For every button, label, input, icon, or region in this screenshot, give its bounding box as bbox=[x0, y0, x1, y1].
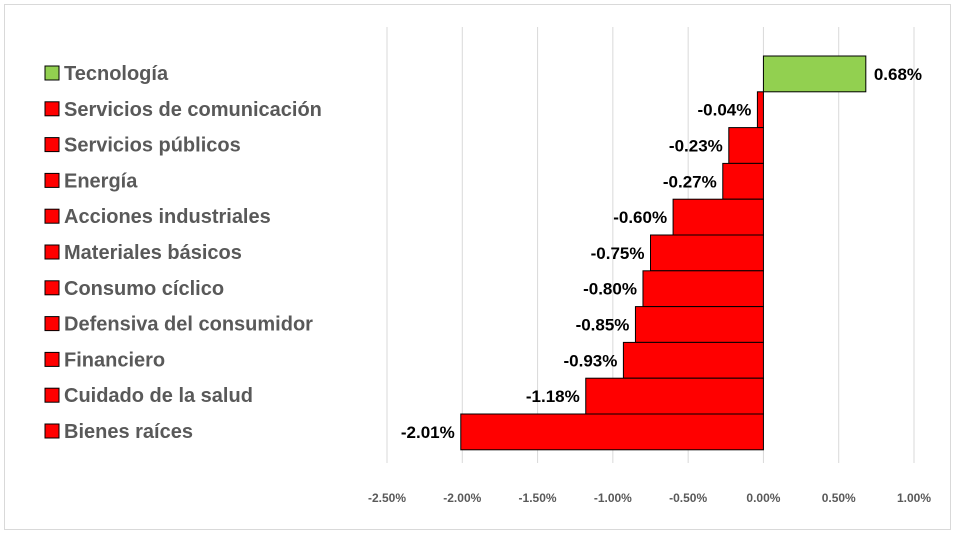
bar bbox=[728, 127, 764, 164]
x-tick-label: -2.00% bbox=[443, 491, 481, 505]
bar-value-label: -1.18% bbox=[526, 387, 580, 406]
bar bbox=[756, 91, 764, 129]
bar-value-label: -0.04% bbox=[698, 101, 752, 120]
legend-label: Tecnología bbox=[64, 63, 169, 85]
legend-label: Bienes raíces bbox=[64, 421, 193, 443]
bar-value-label: 0.68% bbox=[874, 65, 922, 84]
bar bbox=[762, 55, 867, 93]
x-tick-label: -0.50% bbox=[669, 491, 707, 505]
bar-value-label: -0.23% bbox=[669, 137, 723, 156]
legend-swatch bbox=[44, 137, 60, 153]
bar-value-label: -0.93% bbox=[564, 351, 618, 370]
bar bbox=[722, 162, 764, 200]
bar-value-label: -0.85% bbox=[576, 316, 630, 335]
legend-swatch bbox=[44, 316, 60, 332]
legend-swatch bbox=[44, 387, 60, 403]
legend-label: Acciones industriales bbox=[64, 206, 271, 228]
legend-label: Servicios de comunicación bbox=[64, 99, 322, 121]
x-axis-ticks: -2.50% -2.00% -1.50% -1.00% -0.50% 0.00% 0.50%… bbox=[368, 491, 931, 505]
bar-value-label: -0.80% bbox=[583, 280, 637, 299]
x-tick-label: 0.50% bbox=[822, 491, 856, 505]
legend-label: Defensiva del consumidor bbox=[64, 314, 313, 336]
x-tick-label: -1.00% bbox=[594, 491, 632, 505]
legend-label: Servicios públicos bbox=[64, 135, 241, 157]
legend-swatch bbox=[44, 280, 60, 296]
legend-label: Cuidado de la salud bbox=[64, 385, 253, 407]
bar-value-label: -0.27% bbox=[663, 172, 717, 191]
bar bbox=[460, 413, 764, 451]
legend: Tecnología Servicios de comunicación Servi… bbox=[44, 63, 322, 443]
bar bbox=[585, 377, 764, 415]
legend-swatch bbox=[44, 423, 60, 439]
legend-label: Materiales básicos bbox=[64, 242, 242, 264]
data-labels: 0.68% -0.04% -0.23% -0.27% -0.60% -0.75% -0.80… bbox=[401, 65, 922, 442]
bar bbox=[642, 270, 764, 308]
x-tick-label: 1.00% bbox=[897, 491, 931, 505]
bar bbox=[650, 234, 764, 272]
legend-label: Consumo cíclico bbox=[64, 278, 224, 300]
bar bbox=[672, 198, 764, 236]
bar-value-label: -0.75% bbox=[591, 244, 645, 263]
legend-swatch bbox=[44, 65, 60, 81]
x-tick-label: -1.50% bbox=[519, 491, 557, 505]
legend-label: Energía bbox=[64, 170, 138, 192]
legend-label: Financiero bbox=[64, 349, 165, 371]
legend-swatch bbox=[44, 172, 60, 188]
x-tick-label: 0.00% bbox=[746, 491, 780, 505]
legend-swatch bbox=[44, 101, 60, 117]
bar bbox=[634, 306, 764, 343]
legend-swatch bbox=[44, 208, 60, 224]
bar bbox=[622, 341, 764, 379]
x-tick-label: -2.50% bbox=[368, 491, 406, 505]
bar-value-label: -0.60% bbox=[613, 208, 667, 227]
legend-swatch bbox=[44, 351, 60, 367]
bars bbox=[460, 55, 867, 451]
legend-swatch bbox=[44, 244, 60, 260]
bar-value-label: -2.01% bbox=[401, 423, 455, 442]
